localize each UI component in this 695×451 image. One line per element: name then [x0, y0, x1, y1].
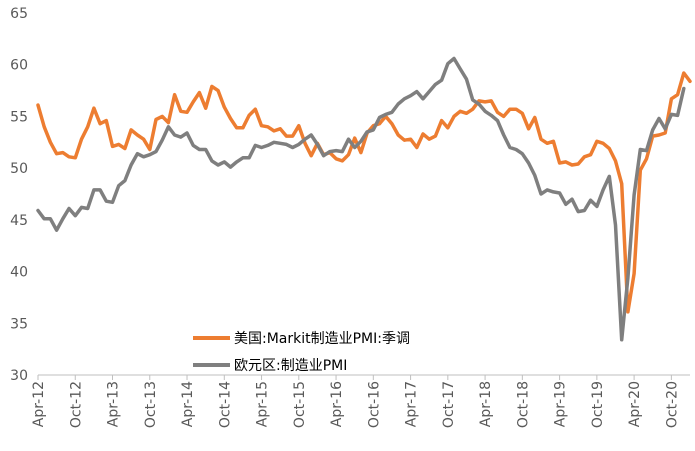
x-tick-label: Oct-13	[143, 381, 159, 428]
y-tick-label: 35	[10, 316, 28, 332]
x-tick-label: Oct-12	[68, 381, 84, 428]
x-tick-label: Apr-15	[255, 381, 271, 427]
y-tick-label: 65	[10, 6, 28, 22]
x-tick-label: Oct-19	[590, 381, 606, 428]
x-tick-label: Apr-20	[627, 381, 643, 427]
x-tick-label: Apr-13	[106, 381, 122, 427]
x-axis-ticks: Apr-12 Oct-12 Apr-13 Oct-13 Apr-14 Oct-14 Apr-…	[31, 375, 680, 428]
x-tick-label: Oct-16	[366, 381, 382, 428]
x-tick-label: Oct-15	[292, 381, 308, 428]
x-tick-label: Apr-18	[478, 381, 494, 427]
series-line-euro-pmi	[36, 56, 686, 342]
series-layer	[36, 56, 692, 342]
legend-label-euro-pmi: 欧元区:制造业PMI	[234, 358, 347, 374]
y-tick-label: 55	[10, 109, 28, 125]
y-axis-ticks: 30 35 40 45 50 55 60 65	[10, 6, 28, 384]
x-tick-label: Oct-17	[441, 381, 457, 428]
series-line-us-pmi	[36, 71, 692, 314]
x-tick-label: Oct-18	[515, 381, 531, 428]
y-tick-label: 60	[10, 58, 28, 74]
y-tick-label: 30	[10, 368, 28, 384]
y-tick-label: 40	[10, 265, 28, 281]
y-tick-label: 45	[10, 213, 28, 229]
x-tick-label: Apr-12	[31, 381, 47, 427]
x-tick-label: Oct-14	[217, 381, 233, 428]
legend: 美国:Markit制造业PMI:季调 欧元区:制造业PMI	[193, 331, 410, 374]
x-tick-label: Oct-20	[664, 381, 680, 428]
x-tick-label: Apr-16	[329, 381, 345, 427]
y-tick-label: 50	[10, 161, 28, 177]
x-tick-label: Apr-19	[553, 381, 569, 427]
x-tick-label: Apr-14	[180, 381, 196, 427]
legend-label-us-pmi: 美国:Markit制造业PMI:季调	[234, 331, 410, 347]
x-tick-label: Apr-17	[404, 381, 420, 427]
